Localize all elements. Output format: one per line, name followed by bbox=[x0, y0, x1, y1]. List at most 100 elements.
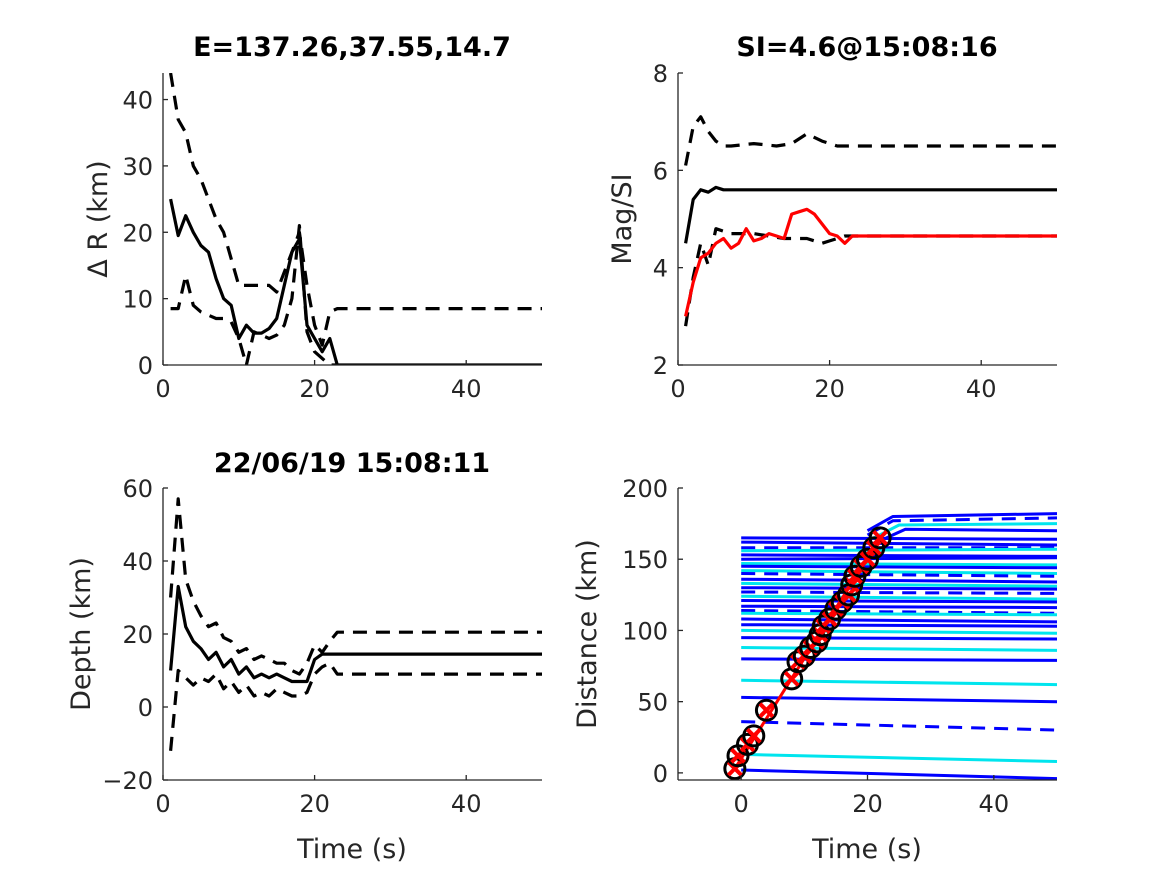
panel-title-mag-si: SI=4.6@15:08:16 bbox=[736, 32, 997, 63]
pick-cross-marker bbox=[865, 539, 882, 556]
panel-title-delta-r: E=137.26,37.55,14.7 bbox=[193, 32, 511, 63]
x-tick-label: 40 bbox=[966, 375, 997, 403]
y-axis-label-delta-r: Δ R (km) bbox=[83, 160, 114, 277]
station-trace bbox=[741, 636, 1057, 641]
pick-circle-marker bbox=[849, 554, 873, 578]
station-trace bbox=[741, 695, 1057, 704]
y-tick-label: 50 bbox=[637, 689, 668, 717]
y-tick-label: 30 bbox=[122, 153, 153, 181]
pick-cross-marker bbox=[783, 670, 800, 687]
pick-cross-marker bbox=[859, 551, 876, 568]
x-tick-label: 20 bbox=[299, 790, 330, 818]
station-trace bbox=[741, 617, 1057, 624]
station-trace bbox=[741, 590, 1057, 595]
station-trace bbox=[741, 752, 1057, 763]
y-tick-label: 100 bbox=[622, 617, 668, 645]
y-tick-label: 2 bbox=[653, 352, 668, 380]
y-tick-label: 4 bbox=[653, 255, 668, 283]
pick-circle-marker bbox=[868, 526, 892, 550]
station-trace bbox=[741, 577, 1057, 584]
plot-area-depth bbox=[169, 497, 542, 751]
series-line-delta-r-2 bbox=[170, 224, 338, 365]
plot-area-delta-r bbox=[169, 73, 542, 365]
station-trace bbox=[741, 646, 1057, 652]
x-axis-label-depth: Time (s) bbox=[296, 834, 407, 865]
y-tick-label: 8 bbox=[653, 60, 668, 88]
station-trace bbox=[741, 547, 1057, 553]
panel-delta-r: E=137.26,37.55,14.7 Δ R (km) 0 20 40 0 10 20 3… bbox=[83, 32, 542, 403]
series-line-delta-r-0 bbox=[169, 198, 542, 365]
series-line-depth-1 bbox=[169, 497, 542, 676]
x-tick-label: 0 bbox=[155, 790, 170, 818]
y-axis-label-depth: Depth (km) bbox=[66, 557, 97, 711]
station-trace bbox=[741, 604, 1057, 610]
station-trace bbox=[741, 572, 1057, 578]
station-trace bbox=[741, 768, 1057, 780]
panel-distance: Distance (km) Time (s) 0 20 40 0 50 100 150 200 bbox=[572, 475, 1057, 865]
station-trace bbox=[741, 623, 1057, 628]
y-tick-label: 0 bbox=[653, 760, 668, 788]
y-tick-label: 20 bbox=[122, 219, 153, 247]
station-trace bbox=[741, 569, 1057, 575]
station-trace bbox=[741, 556, 1057, 561]
pick-cross-marker bbox=[758, 702, 775, 719]
panel-mag-si: SI=4.6@15:08:16 Mag/SI 0 20 40 2 4 6 8 bbox=[607, 32, 1057, 403]
y-tick-label: 150 bbox=[622, 546, 668, 574]
station-trace bbox=[741, 564, 1057, 570]
pick-cross-marker bbox=[846, 568, 863, 585]
station-trace bbox=[741, 562, 1057, 567]
x-tick-label: 0 bbox=[734, 790, 749, 818]
plot-area-mag-si bbox=[684, 115, 1057, 327]
y-tick-label: 0 bbox=[138, 352, 153, 380]
y-tick-label: 20 bbox=[122, 621, 153, 649]
station-trace bbox=[741, 553, 1057, 558]
station-trace bbox=[741, 720, 1057, 732]
pick-circle-marker bbox=[856, 547, 879, 571]
y-axis-label-mag-si: Mag/SI bbox=[607, 173, 638, 264]
x-tick-label: 40 bbox=[451, 790, 482, 818]
y-tick-label: 40 bbox=[122, 87, 153, 115]
pick-cross-marker bbox=[872, 529, 889, 546]
x-tick-label: 20 bbox=[814, 375, 845, 403]
x-tick-label: 20 bbox=[852, 790, 883, 818]
x-tick-label: 40 bbox=[979, 790, 1010, 818]
pick-circle-marker bbox=[754, 698, 778, 722]
series-line-depth-0 bbox=[169, 584, 542, 684]
pick-circle-marker bbox=[830, 590, 854, 614]
station-trace bbox=[741, 536, 1057, 541]
panel-title-depth: 22/06/19 15:08:11 bbox=[214, 448, 490, 479]
pick-circle-marker bbox=[811, 614, 835, 638]
series-line-depth-2 bbox=[169, 661, 542, 751]
station-trace bbox=[741, 609, 1057, 615]
station-trace bbox=[741, 611, 1057, 617]
station-trace bbox=[741, 581, 1057, 588]
station-trace bbox=[741, 594, 1057, 601]
y-tick-label: 200 bbox=[622, 475, 668, 503]
plot-area-distance bbox=[723, 512, 1057, 780]
station-trace bbox=[879, 527, 1057, 543]
x-tick-label: 20 bbox=[299, 375, 330, 403]
pick-cross-marker bbox=[745, 727, 762, 744]
panel-depth: 22/06/19 15:08:11 Depth (km) Time (s) 0 2… bbox=[66, 448, 542, 865]
station-trace bbox=[741, 540, 1057, 547]
series-line-delta-r-1 bbox=[169, 73, 542, 347]
y-tick-label: 0 bbox=[138, 694, 153, 722]
y-tick-label: 10 bbox=[122, 286, 153, 314]
pick-circle-marker bbox=[824, 597, 848, 621]
pick-cross-marker bbox=[821, 611, 838, 627]
x-axis-label-distance: Time (s) bbox=[811, 834, 922, 865]
series-line-mag-si-2 bbox=[684, 227, 1057, 327]
y-tick-label: −20 bbox=[102, 767, 153, 795]
station-trace bbox=[741, 599, 1057, 604]
y-tick-label: 6 bbox=[653, 157, 668, 185]
series-line-mag-si-0 bbox=[684, 185, 1057, 244]
x-tick-label: 0 bbox=[155, 375, 170, 403]
station-trace bbox=[866, 512, 1057, 533]
series-line-mag-si-1 bbox=[684, 115, 1057, 166]
series-line-mag-si-3 bbox=[684, 207, 1057, 317]
pick-circle-marker bbox=[742, 724, 766, 748]
y-tick-label: 40 bbox=[122, 548, 153, 576]
y-tick-label: 60 bbox=[122, 475, 153, 503]
station-trace bbox=[741, 586, 1057, 591]
